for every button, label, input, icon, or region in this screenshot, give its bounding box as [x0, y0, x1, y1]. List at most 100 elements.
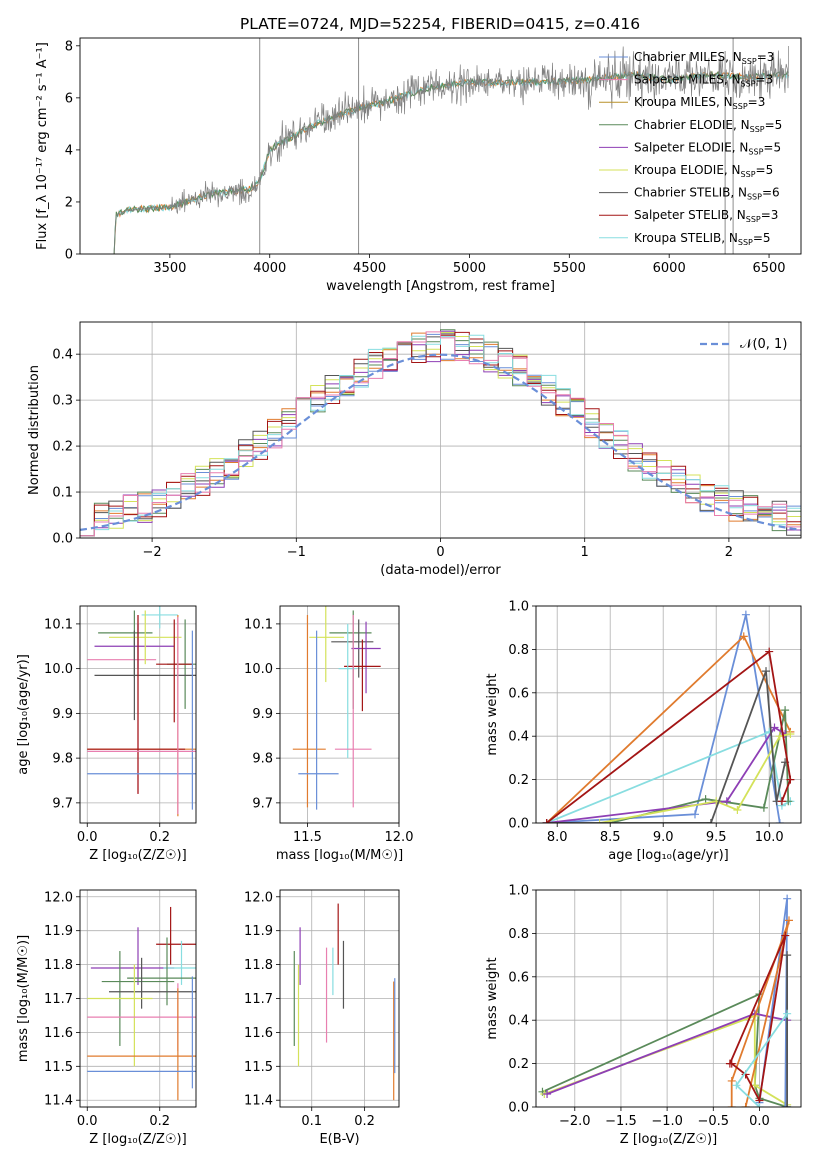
y-tick-label: 11.5 — [244, 1060, 273, 1075]
error-bar-point — [90, 927, 175, 985]
plus-marker — [732, 1081, 741, 1090]
weight-series-line — [546, 730, 791, 823]
plus-marker — [775, 819, 784, 823]
weight-series-line — [730, 920, 790, 1107]
legend-sub: SSP — [742, 57, 757, 66]
error-bar-point — [98, 610, 153, 678]
plus-marker — [777, 797, 786, 806]
legend-suffix: =3 — [757, 50, 775, 64]
error-bar-point — [298, 630, 339, 810]
plus-marker — [765, 647, 774, 656]
x-axis-label: age [log₁₀(age/yr)] — [608, 848, 729, 863]
legend-suffix: =5 — [756, 163, 774, 177]
y-tick-label: 8 — [65, 39, 73, 54]
legend-sub: SSP — [750, 125, 765, 134]
x-axis-label: Z [log₁₀(Z/Z☉)] — [89, 1132, 186, 1147]
legend-sub: SSP — [741, 80, 756, 89]
y-tick-label: 0.2 — [508, 1057, 529, 1072]
y-axis-label: mass weight — [485, 957, 500, 1039]
axes-frame — [79, 321, 802, 539]
x-tick-label: −0.5 — [697, 1114, 729, 1129]
x-tick-label: −1.0 — [651, 1114, 683, 1129]
legend-label: Kroupa STELIB, NSSP=5 — [634, 231, 771, 247]
legend-label: Salpeter STELIB, NSSP=3 — [634, 208, 778, 224]
error-bar-point — [109, 957, 196, 1009]
x-axis-label: Z [log₁₀(Z/Z☉)] — [620, 1132, 717, 1147]
legend-name: Kroupa STELIB, N — [634, 231, 738, 245]
mass-vs-metallicity-panel: 0.0 0.2 11.4 11.5 11.6 11.7 11.8 11.9 12.0 Z [log… — [16, 889, 197, 1147]
legend-name: Salpeter ELODIE, N — [634, 140, 748, 154]
y-tick-label: 10.0 — [244, 662, 273, 677]
plus-marker — [762, 667, 771, 676]
y-tick-label: 0.6 — [508, 970, 529, 985]
histogram-step — [80, 334, 801, 537]
plus-marker — [783, 1103, 792, 1107]
error-bar-point — [109, 610, 182, 665]
age-vs-metallicity-panel: 0.0 0.2 9.7 9.8 9.9 10.0 10.1 Z [log₁₀(Z/Z☉)] ag… — [16, 605, 197, 863]
legend-name: Chabrier MILES, N — [634, 50, 742, 64]
plus-marker — [783, 951, 792, 960]
y-tick-label: 12.0 — [44, 890, 73, 905]
y-tick-label: 12.0 — [244, 890, 273, 905]
error-bar-point — [292, 614, 326, 808]
plus-marker — [595, 819, 604, 823]
legend-sub: SSP — [748, 147, 763, 156]
plot-area — [87, 606, 196, 817]
y-tick-label: 11.4 — [244, 1094, 273, 1109]
y-tick-label: 1.0 — [508, 884, 529, 899]
error-bar-point — [94, 630, 196, 721]
axes-frame — [279, 605, 400, 824]
error-bar-point — [329, 610, 372, 709]
y-tick-label: 11.8 — [244, 958, 273, 973]
legend-label: Salpeter ELODIE, NSSP=5 — [634, 140, 781, 156]
y-tick-label: 0 — [65, 248, 73, 263]
axes-frame — [535, 889, 802, 1108]
error-bar-point — [87, 630, 196, 810]
legend-suffix: =5 — [753, 231, 771, 245]
plus-marker — [784, 916, 793, 925]
error-bar-point — [351, 621, 381, 694]
legend-label: Chabrier ELODIE, NSSP=5 — [634, 118, 782, 134]
normal-curve — [80, 353, 801, 531]
plus-marker — [706, 819, 715, 823]
axes-frame — [79, 889, 197, 1108]
y-tick-label: 6 — [65, 91, 73, 106]
y-axis-label: Flux [f_λ 10⁻¹⁷ erg cm⁻² s⁻¹ A⁻¹] — [35, 42, 50, 250]
legend-sub: SSP — [733, 102, 748, 111]
y-tick-label: 0.3 — [52, 394, 73, 409]
legend-name: Kroupa MILES, N — [634, 95, 733, 109]
y-tick-label: 0.4 — [52, 348, 73, 363]
y-tick-label: 4 — [65, 143, 73, 158]
x-tick-label: 8.5 — [600, 830, 621, 845]
error-bar-point — [87, 617, 196, 815]
error-bar-point — [344, 639, 381, 712]
plot-area — [292, 606, 381, 810]
x-tick-label: 0.2 — [149, 1114, 170, 1129]
plus-marker — [770, 723, 779, 732]
legend-suffix: =3 — [748, 95, 766, 109]
error-bar-point — [156, 619, 193, 723]
error-bar-point — [338, 623, 357, 759]
plot-area — [80, 329, 801, 537]
weight-series-line — [546, 670, 786, 823]
weight-series-line — [546, 649, 792, 823]
x-axis-label: Z [log₁₀(Z/Z☉)] — [89, 848, 186, 863]
y-tick-label: 0.0 — [508, 817, 529, 832]
plus-marker — [781, 931, 790, 940]
plot-area — [87, 906, 196, 1101]
x-tick-label: 4000 — [253, 261, 286, 276]
x-tick-label: 6500 — [752, 261, 785, 276]
figure-title: PLATE=0724, MJD=52254, FIBERID=0415, z=0… — [240, 15, 640, 33]
y-tick-label: 11.6 — [44, 1026, 73, 1041]
legend-suffix: =6 — [762, 186, 780, 200]
plot-area — [538, 894, 793, 1107]
legend-label: Kroupa ELODIE, NSSP=5 — [634, 163, 773, 179]
y-tick-label: 10.0 — [44, 662, 73, 677]
legend-name: Salpeter MILES, N — [634, 73, 741, 87]
y-tick-label: 11.9 — [244, 924, 273, 939]
plus-marker — [741, 1103, 750, 1107]
y-tick-label: 0.1 — [52, 486, 73, 501]
x-tick-label: 11.5 — [293, 830, 322, 845]
mass-vs-ebv-panel: 0.1 0.2 11.4 11.5 11.6 11.7 11.8 11.9 12.0 E(B-V) — [244, 889, 400, 1147]
